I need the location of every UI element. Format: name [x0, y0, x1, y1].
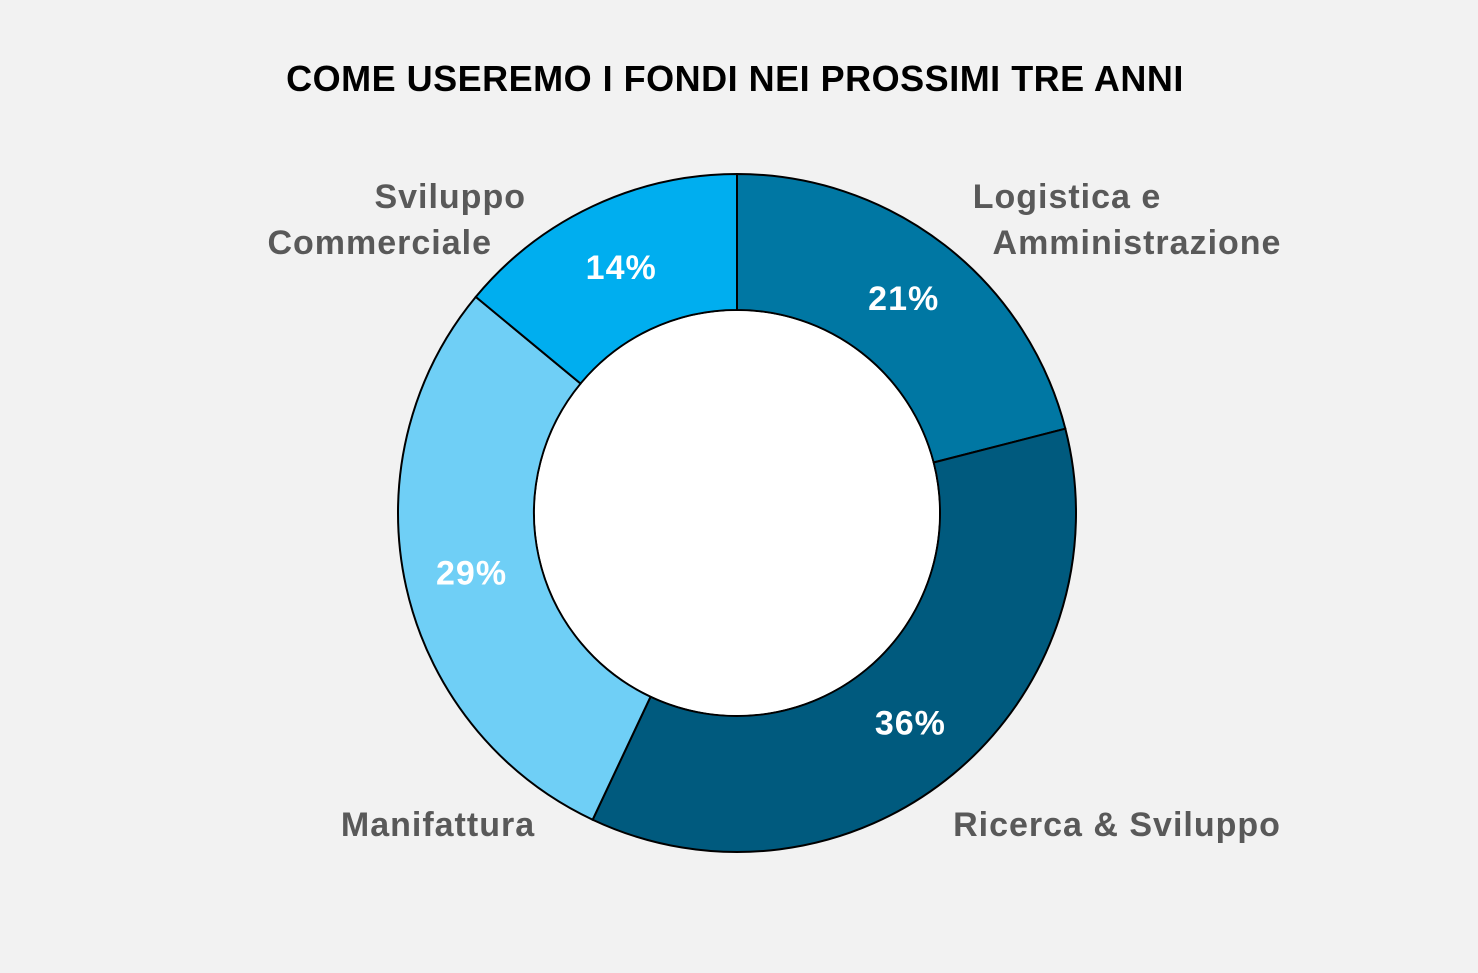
slice-value-label-3: 29% [436, 554, 507, 592]
slice-value-label-4: 14% [586, 249, 657, 287]
chart-title: COME USEREMO I FONDI NEI PROSSIMI TRE AN… [286, 58, 1184, 99]
slice-value-label-2: 36% [875, 705, 946, 743]
donut-hole [535, 311, 939, 715]
donut-slice-4 [474, 172, 738, 386]
slice-value-label-1: 21% [868, 280, 939, 318]
slice-category-label-1: Logistica e Amministrazione [973, 178, 1282, 262]
slice-category-label-3: Manifattura [341, 806, 535, 844]
donut-slice-1 [736, 172, 1067, 464]
donut-slice-2 [591, 427, 1077, 853]
slice-category-label-2: Ricerca & Sviluppo [953, 806, 1281, 844]
slice-category-label-4: Sviluppo Commerciale [267, 178, 526, 262]
donut-slice-3 [397, 295, 652, 822]
